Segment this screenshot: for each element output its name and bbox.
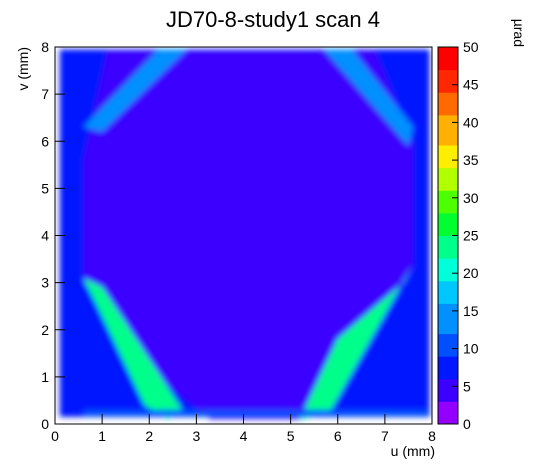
colorbar-step <box>438 227 458 236</box>
chart-title: JD70-8-study1 scan 4 <box>166 7 380 32</box>
color-scale-bar <box>438 47 458 425</box>
band-upper-right <box>323 49 414 146</box>
colorbar-step <box>438 54 458 63</box>
y-tick-label: 8 <box>41 39 49 55</box>
band-lower-right <box>300 263 414 420</box>
colorbar-step <box>438 235 458 244</box>
colorbar-step <box>438 393 458 402</box>
y-tick-label: 5 <box>41 180 49 196</box>
x-tick-label: 1 <box>98 428 106 444</box>
y-tick-label: 1 <box>41 369 49 385</box>
heatmap-features <box>59 49 430 420</box>
colorbar-step <box>438 408 458 417</box>
colorbar-step <box>438 190 458 199</box>
colorbar-step <box>438 295 458 304</box>
x-tick-label: 8 <box>428 428 436 444</box>
y-tick-label: 6 <box>41 133 49 149</box>
colorbar-step <box>438 325 458 335</box>
color-scale-title: µrad <box>511 19 527 47</box>
colorbar-step <box>438 77 458 86</box>
colorbar-step <box>438 341 458 350</box>
x-tick-label: 6 <box>334 428 342 444</box>
color-scale-axis: 0 5 10 15 20 25 30 35 40 45 50 <box>452 39 479 432</box>
colorbar-step <box>438 69 458 78</box>
y-axis-title: v (mm) <box>15 47 31 91</box>
colorbar-step <box>438 212 458 221</box>
y-tick-label: 2 <box>41 322 49 338</box>
colorbar-step <box>438 273 458 282</box>
y-tick-label: 4 <box>41 228 49 244</box>
band-lower-left <box>83 277 183 420</box>
plot-area <box>55 47 432 424</box>
colorbar-step <box>438 107 458 116</box>
colorbar-step <box>438 152 458 161</box>
y-tick-label: 7 <box>41 86 49 102</box>
colorbar-step <box>438 114 458 123</box>
colorbar-step <box>438 160 458 169</box>
colorbar-step <box>438 99 458 108</box>
x-tick-label: 4 <box>240 428 248 444</box>
colorbar-step <box>438 84 458 93</box>
colorbar-step <box>438 258 458 267</box>
colorbar-step <box>438 47 458 56</box>
z-tick-label: 15 <box>463 303 479 319</box>
colorbar-step <box>438 62 458 71</box>
colorbar-step <box>438 356 458 365</box>
colorbar-step <box>438 288 458 297</box>
colorbar-step <box>438 386 458 395</box>
colorbar-step <box>438 250 458 259</box>
colorbar-step <box>438 333 458 342</box>
colorbar-step <box>438 310 458 319</box>
z-tick-label: 35 <box>463 152 479 168</box>
colorbar-step <box>438 243 458 252</box>
y-axis: 0 1 2 3 4 5 6 7 8 <box>41 39 65 432</box>
colorbar-step <box>438 303 458 312</box>
colorbar-step <box>438 92 458 101</box>
z-tick-label: 30 <box>463 190 479 206</box>
colorbar-step <box>438 197 458 206</box>
x-axis-title: u (mm) <box>391 443 435 459</box>
colorbar-step <box>438 280 458 289</box>
z-tick-label: 50 <box>463 39 479 55</box>
x-tick-label: 0 <box>51 428 59 444</box>
colorbar-step <box>438 265 458 274</box>
colorbar-step <box>438 129 458 138</box>
z-tick-label: 40 <box>463 114 479 130</box>
x-axis: 0 1 2 3 4 5 6 7 8 <box>51 414 436 444</box>
z-tick-label: 5 <box>463 378 471 394</box>
colorbar-step <box>438 175 458 184</box>
colorbar-step <box>438 363 458 372</box>
y-tick-label: 0 <box>41 416 49 432</box>
colorbar-step <box>438 205 458 214</box>
z-tick-label: 10 <box>463 341 479 357</box>
x-tick-label: 5 <box>287 428 295 444</box>
colorbar-step <box>438 220 458 229</box>
band-upper-left <box>83 49 187 132</box>
colorbar-step <box>438 378 458 387</box>
colorbar-step <box>438 122 458 131</box>
central-region <box>83 51 414 420</box>
colorbar-step <box>438 416 458 425</box>
colorbar-step <box>438 371 458 380</box>
x-tick-label: 3 <box>192 428 200 444</box>
colorbar-step <box>438 167 458 176</box>
colorbar-step <box>438 137 458 146</box>
colorbar-step <box>438 401 458 410</box>
z-tick-label: 45 <box>463 77 479 93</box>
z-tick-label: 20 <box>463 265 479 281</box>
band-bottom <box>83 409 428 417</box>
x-tick-label: 7 <box>381 428 389 444</box>
z-tick-label: 25 <box>463 228 479 244</box>
colorbar-step <box>438 348 458 357</box>
colorbar-step <box>438 145 458 154</box>
x-tick-label: 2 <box>145 428 153 444</box>
colorbar-step <box>438 182 458 191</box>
z-tick-label: 0 <box>463 416 471 432</box>
y-tick-label: 3 <box>41 275 49 291</box>
colorbar-step <box>438 318 458 327</box>
